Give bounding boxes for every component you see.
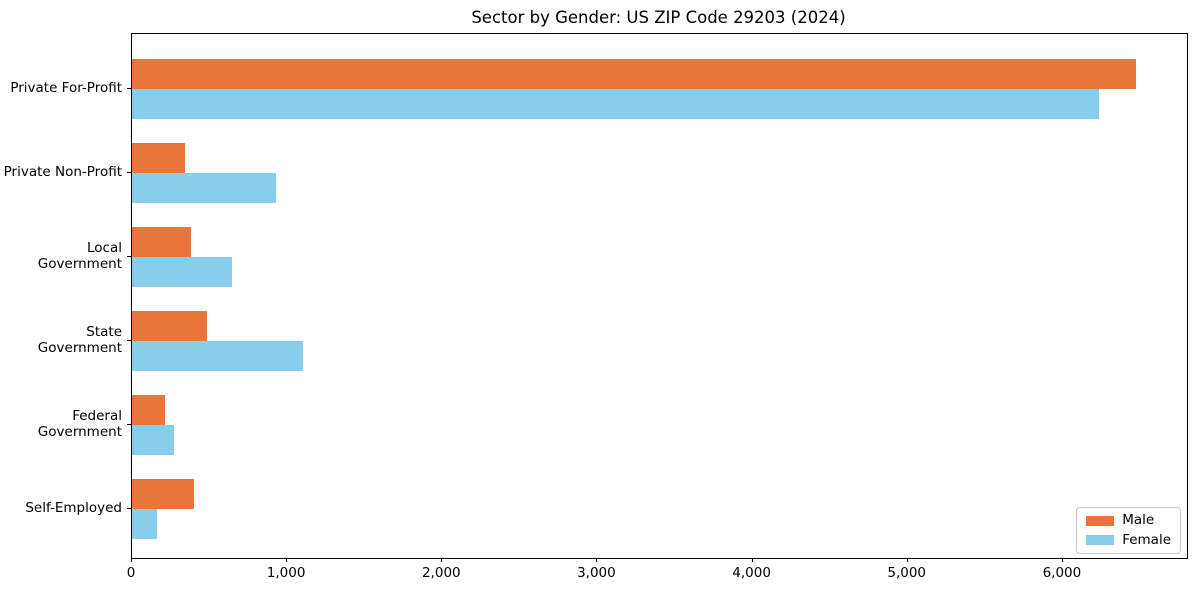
y-tick-mark bbox=[127, 424, 131, 425]
legend-swatch-male bbox=[1086, 515, 1115, 526]
y-tick-mark bbox=[127, 340, 131, 341]
bar-female-6 bbox=[132, 509, 157, 539]
x-tick-mark bbox=[596, 558, 598, 562]
y-axis-label: Private Non-Profit bbox=[3, 164, 122, 180]
x-tick-mark bbox=[751, 558, 753, 562]
y-axis-label: Local Government bbox=[37, 240, 122, 272]
x-tick-label: 2,000 bbox=[421, 565, 461, 581]
y-tick-mark bbox=[127, 508, 131, 509]
bar-male-5 bbox=[132, 395, 165, 425]
x-tick-label: 4,000 bbox=[732, 565, 771, 581]
bar-female-5 bbox=[132, 425, 174, 455]
bar-male-4 bbox=[132, 311, 208, 341]
bar-male-3 bbox=[132, 227, 191, 257]
bar-female-1 bbox=[132, 89, 1099, 119]
x-tick-label: 5,000 bbox=[887, 565, 927, 581]
legend-entry-female: Female bbox=[1086, 531, 1171, 548]
x-tick-mark bbox=[441, 558, 443, 562]
y-tick-mark bbox=[127, 88, 131, 89]
y-axis-label: Private For-Profit bbox=[10, 80, 122, 96]
x-tick-mark bbox=[131, 558, 132, 562]
x-tick-label: 3,000 bbox=[577, 565, 616, 581]
bar-female-3 bbox=[132, 257, 233, 287]
chart-title: Sector by Gender: US ZIP Code 29203 (202… bbox=[471, 8, 846, 27]
legend: Male Female bbox=[1076, 507, 1181, 554]
plot-area: Male Female bbox=[131, 33, 1188, 559]
legend-label-female: Female bbox=[1122, 531, 1171, 548]
bar-male-1 bbox=[132, 59, 1136, 89]
legend-entry-male: Male bbox=[1086, 512, 1171, 528]
x-tick-mark bbox=[286, 558, 288, 562]
legend-label-male: Male bbox=[1122, 512, 1155, 528]
y-axis-label: Federal Government bbox=[37, 408, 122, 440]
x-tick-label: 1,000 bbox=[266, 565, 306, 581]
bar-female-4 bbox=[132, 341, 303, 371]
bar-male-2 bbox=[132, 143, 185, 173]
legend-swatch-female bbox=[1086, 535, 1115, 546]
y-tick-mark bbox=[127, 172, 131, 173]
bar-male-6 bbox=[132, 479, 195, 509]
bar-female-2 bbox=[132, 173, 277, 203]
x-tick-label: 6,000 bbox=[1042, 565, 1082, 581]
y-tick-mark bbox=[127, 256, 131, 257]
x-tick-mark bbox=[906, 558, 908, 562]
y-axis-label: Self-Employed bbox=[25, 500, 122, 516]
y-axis-label: State Government bbox=[37, 324, 122, 356]
x-tick-mark bbox=[1061, 558, 1063, 562]
x-tick-label: 0 bbox=[126, 565, 136, 581]
